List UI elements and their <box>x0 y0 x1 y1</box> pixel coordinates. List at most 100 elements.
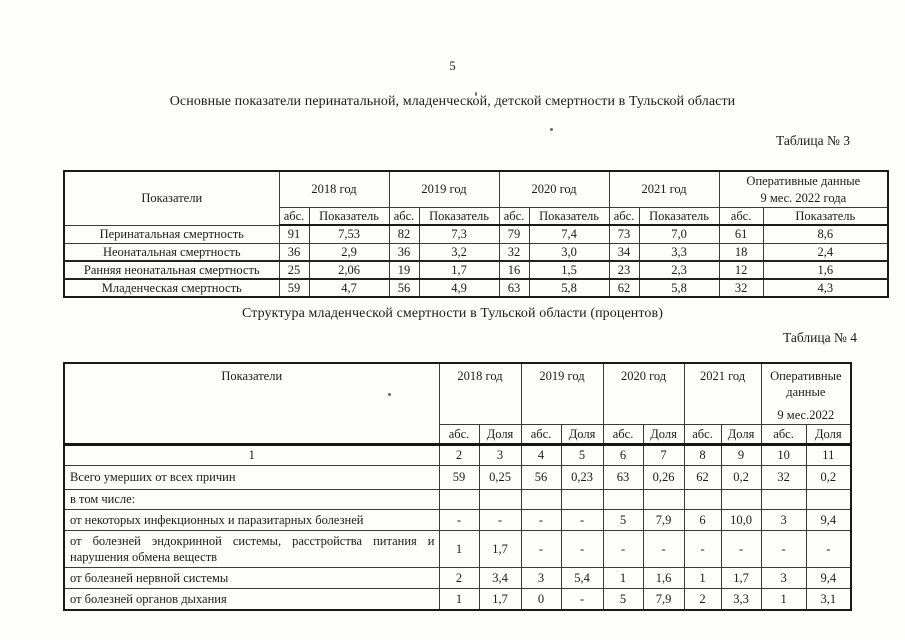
value-cell: 2 <box>683 588 722 611</box>
value-cell: 3,0 <box>528 242 610 262</box>
share-header-cell: Доля <box>560 424 604 445</box>
value-cell: 3,3 <box>638 242 720 262</box>
value-cell <box>602 489 644 510</box>
value-cell: - <box>642 530 685 568</box>
abs-header-cell: абс. <box>438 424 480 445</box>
value-cell: 62 <box>683 465 722 490</box>
value-cell: 61 <box>718 224 764 244</box>
column-number-cell: 4 <box>520 443 562 466</box>
row-label-cell: от болезней нервной системы <box>63 567 440 589</box>
value-cell: 5,4 <box>560 567 604 589</box>
value-cell: - <box>560 588 604 611</box>
row-label-cell: Неонатальная смертность <box>63 242 280 262</box>
section1-title: Основные показатели перинатальной, младе… <box>169 94 736 109</box>
abs-header-cell: абс. <box>718 207 764 227</box>
value-cell: - <box>720 530 762 568</box>
value-cell: - <box>683 530 722 568</box>
abs-header-cell: абс. <box>520 424 562 445</box>
value-cell: 3 <box>520 567 562 589</box>
value-cell: 0,2 <box>720 465 762 490</box>
table-row: Всего умерших от всех причин 59 0,25 56 … <box>63 465 852 490</box>
column-number-cell: 9 <box>720 443 762 466</box>
column-numbering-row: 1 2 3 4 5 6 7 8 9 10 11 <box>63 443 852 466</box>
value-cell: 63 <box>498 278 530 298</box>
year-group-header: 2020 год <box>602 362 685 425</box>
table4-subheader: абс. Доля абс. Доля абс. Доля абс. Доля … <box>64 424 852 445</box>
value-cell: 1 <box>760 588 807 611</box>
value-cell: 0,26 <box>642 465 685 490</box>
value-cell: - <box>602 530 644 568</box>
row-label-cell: Младенческая смертность <box>63 278 280 298</box>
column-number-cell: 8 <box>683 443 722 466</box>
value-cell: 5 <box>602 509 644 531</box>
value-cell: 0,25 <box>478 465 522 490</box>
value-cell <box>560 489 604 510</box>
share-header-cell: Доля <box>720 424 762 445</box>
indicator-header-cell: Показатель <box>528 207 610 227</box>
value-cell <box>520 489 562 510</box>
share-header-cell: Доля <box>805 424 852 445</box>
value-cell: 12 <box>718 260 764 281</box>
value-cell: 7,9 <box>642 588 685 611</box>
value-cell: 2,9 <box>308 242 390 262</box>
value-cell: 1,5 <box>528 260 610 281</box>
value-cell: - <box>760 530 807 568</box>
value-cell: 0,23 <box>560 465 604 490</box>
value-cell: 25 <box>278 260 310 281</box>
page-number: 5 <box>449 59 456 73</box>
year-group-header: 2019 год <box>388 170 500 208</box>
value-cell: 4,7 <box>308 278 390 298</box>
value-cell: 1,7 <box>720 567 762 589</box>
column-number-cell: 5 <box>560 443 604 466</box>
column-number-cell: 3 <box>478 443 522 466</box>
table3-label: Таблица № 3 <box>776 133 850 148</box>
value-cell: 8,6 <box>762 224 889 244</box>
column-number-cell: 7 <box>642 443 685 466</box>
value-cell: 6 <box>683 509 722 531</box>
value-cell: 1 <box>438 530 480 568</box>
value-cell: 4,3 <box>762 278 889 298</box>
value-cell: 3,2 <box>418 242 500 262</box>
year-group-header: 2020 год <box>498 170 610 208</box>
table-row: Неонатальная смертность 36 2,9 36 3,2 32… <box>63 242 889 262</box>
value-cell: 1,7 <box>418 260 500 281</box>
share-header-cell: Доля <box>642 424 685 445</box>
row-label-cell: Перинатальная смертность <box>63 224 280 244</box>
table-row: от болезней эндокринной системы, расстро… <box>63 530 852 568</box>
abs-header-cell: абс. <box>683 424 722 445</box>
table-row: Перинатальная смертность 91 7,53 82 7,3 … <box>63 224 889 244</box>
abs-header-cell: абс. <box>602 424 644 445</box>
table4-indicators-header: Показатели <box>63 362 440 445</box>
table-row: Ранняя неонатальная смертность 25 2,06 1… <box>63 260 889 281</box>
operational-data-line1: Оперативные данные <box>770 369 842 400</box>
value-cell: 36 <box>278 242 310 262</box>
value-cell: 3 <box>760 509 807 531</box>
value-cell: 5 <box>602 588 644 611</box>
value-cell: - <box>520 509 562 531</box>
abs-header-cell: абс. <box>608 207 640 227</box>
operational-data-line2: 9 мес.2022 <box>777 407 835 422</box>
indicator-header-cell: Показатель <box>418 207 500 227</box>
year-group-header: 2021 год <box>608 170 720 208</box>
operational-data-line2: 9 мес. 2022 года <box>760 190 847 205</box>
table-row: от некоторых инфекционных и паразитарных… <box>63 509 852 531</box>
value-cell: 2,3 <box>638 260 720 281</box>
value-cell: 23 <box>608 260 640 281</box>
value-cell: 32 <box>760 465 807 490</box>
table-row: в том числе: <box>63 489 852 510</box>
value-cell: 2 <box>438 567 480 589</box>
column-number-cell: 10 <box>760 443 807 466</box>
value-cell: 2,4 <box>762 242 889 262</box>
year-group-header: 2018 год <box>278 170 390 208</box>
value-cell: 0 <box>520 588 562 611</box>
value-cell: 10,0 <box>720 509 762 531</box>
value-cell: 1,7 <box>478 588 522 611</box>
value-cell: 1 <box>602 567 644 589</box>
value-cell: 5,8 <box>638 278 720 298</box>
value-cell: 7,3 <box>418 224 500 244</box>
value-cell: 9,4 <box>805 509 852 531</box>
value-cell: 91 <box>278 224 310 244</box>
value-cell: 7,0 <box>638 224 720 244</box>
abs-header-cell: абс. <box>278 207 310 227</box>
